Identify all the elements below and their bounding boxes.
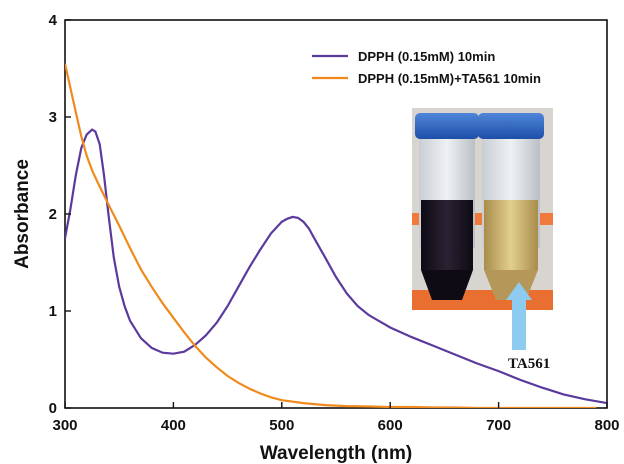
- tube-dpph-ta561: [478, 113, 544, 300]
- y-tick-label: 3: [49, 109, 57, 126]
- y-axis: 0 1 2 3 4: [49, 12, 71, 417]
- y-axis-title: Absorbance: [12, 159, 33, 269]
- x-tick-label: 400: [161, 417, 186, 434]
- tube-dpph-liquid: [421, 200, 473, 270]
- legend: DPPH (0.15mM) 10min DPPH (0.15mM)+TA561 …: [312, 49, 541, 86]
- x-tick-label: 600: [378, 417, 403, 434]
- y-tick-label: 0: [49, 400, 57, 417]
- tube-dpph-cap: [415, 113, 479, 139]
- legend-label-dpph-ta561: DPPH (0.15mM)+TA561 10min: [358, 71, 541, 86]
- tube-dpph-bottom: [421, 270, 473, 300]
- inset-photo: [412, 108, 553, 310]
- series-line-dpph: [65, 128, 607, 405]
- tube-ta561-liquid: [484, 200, 538, 270]
- x-axis: 300 400 500 600 700 800: [52, 402, 620, 434]
- y-tick-label: 4: [49, 12, 58, 29]
- x-axis-title: Wavelength (nm): [260, 443, 412, 464]
- x-tick-label: 500: [269, 417, 294, 434]
- tube-ta561-cap: [478, 113, 544, 139]
- annotation-label: TA561: [508, 356, 550, 372]
- x-tick-label: 700: [486, 417, 511, 434]
- x-tick-label: 300: [52, 417, 77, 434]
- x-tick-label: 800: [594, 417, 619, 434]
- y-tick-label: 2: [49, 206, 57, 223]
- y-tick-label: 1: [49, 303, 57, 320]
- series-line-dpph-ta561: [65, 63, 597, 408]
- arrow-shaft: [512, 298, 526, 350]
- tube-dpph: [415, 113, 479, 300]
- legend-label-dpph: DPPH (0.15mM) 10min: [358, 49, 495, 64]
- annotation-arrow: [506, 282, 532, 350]
- arrow-head: [506, 282, 532, 300]
